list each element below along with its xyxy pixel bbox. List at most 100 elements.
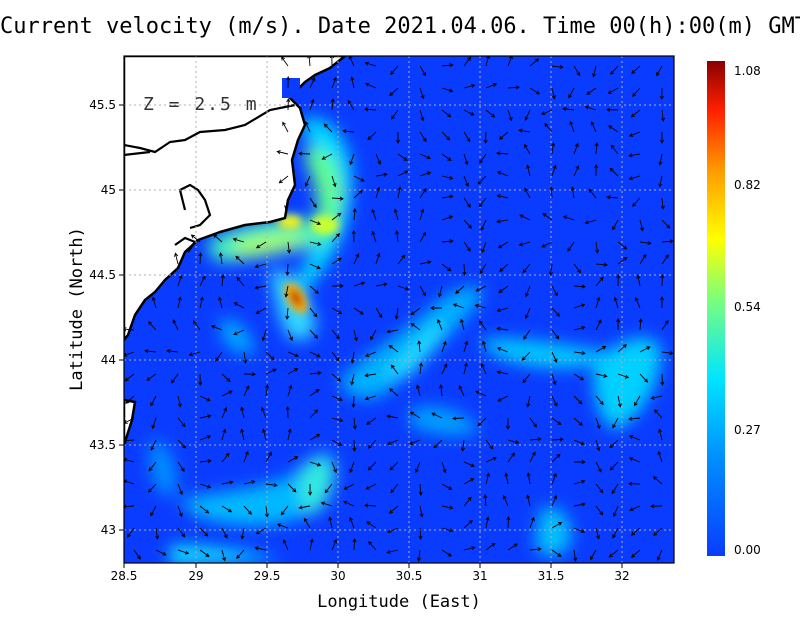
- velocity-arrow: [529, 451, 536, 463]
- velocity-arrow: [419, 260, 432, 265]
- velocity-arrow: [485, 516, 490, 529]
- velocity-arrow: [284, 285, 289, 298]
- velocity-arrow: [639, 373, 649, 383]
- velocity-arrow: [221, 480, 234, 485]
- velocity-arrow: [177, 395, 182, 408]
- velocity-arrow: [255, 307, 267, 314]
- velocity-arrow: [612, 527, 619, 539]
- velocity-arrow: [397, 285, 410, 291]
- velocity-arrow: [166, 348, 179, 354]
- velocity-arrow: [418, 483, 423, 496]
- velocity-arrow: [397, 170, 409, 177]
- velocity-arrow: [617, 395, 622, 408]
- velocity-arrow: [221, 505, 233, 513]
- velocity-arrow: [608, 549, 619, 558]
- velocity-arrow: [441, 131, 451, 141]
- velocity-arrow: [243, 450, 249, 463]
- velocity-arrow: [661, 350, 674, 356]
- velocity-arrow: [254, 546, 267, 551]
- velocity-arrow: [573, 502, 586, 507]
- velocity-arrow: [199, 458, 212, 464]
- velocity-arrow: [463, 175, 469, 188]
- velocity-arrow: [388, 344, 399, 353]
- velocity-arrow: [221, 390, 233, 397]
- velocity-arrow: [525, 285, 531, 298]
- velocity-arrow: [221, 373, 231, 383]
- velocity-arrow: [551, 417, 562, 426]
- velocity-arrow: [391, 109, 399, 120]
- velocity-arrow: [349, 516, 355, 529]
- velocity-arrow: [526, 395, 531, 408]
- velocity-arrow: [526, 472, 531, 485]
- velocity-arrow: [631, 65, 641, 75]
- velocity-arrow: [551, 522, 563, 529]
- velocity-arrow: [518, 241, 531, 247]
- velocity-arrow: [441, 175, 454, 180]
- colorbar-gradient: [707, 61, 725, 556]
- velocity-arrow: [147, 321, 157, 331]
- velocity-arrow: [419, 208, 425, 221]
- y-tick-label: 44.5: [89, 268, 116, 282]
- velocity-arrow: [309, 538, 314, 551]
- velocity-arrow: [397, 186, 402, 199]
- velocity-arrow: [261, 406, 267, 419]
- x-tick-label: 30.5: [396, 569, 423, 583]
- velocity-arrow: [309, 351, 321, 358]
- velocity-arrow: [569, 120, 575, 133]
- velocity-arrow: [331, 76, 337, 89]
- velocity-arrow: [144, 349, 157, 354]
- velocity-arrow: [124, 438, 135, 443]
- velocity-arrow: [573, 326, 586, 331]
- velocity-arrow: [133, 549, 141, 560]
- velocity-arrow: [309, 285, 319, 294]
- velocity-arrow: [441, 263, 452, 272]
- velocity-arrow: [551, 395, 558, 407]
- velocity-arrow: [541, 109, 553, 116]
- velocity-arrow: [240, 406, 245, 419]
- velocity-arrow: [430, 305, 442, 311]
- velocity-arrow: [441, 194, 454, 199]
- velocity-arrow: [375, 282, 388, 287]
- velocity-arrow: [529, 437, 542, 442]
- velocity-arrow: [612, 505, 619, 518]
- velocity-arrow: [658, 175, 663, 188]
- velocity-arrow: [573, 263, 582, 274]
- velocity-arrow: [568, 87, 575, 99]
- velocity-arrow: [522, 263, 531, 274]
- velocity-arrow: [390, 483, 399, 494]
- velocity-arrow: [285, 406, 290, 419]
- velocity-arrow: [124, 479, 135, 485]
- velocity-arrow: [573, 417, 583, 426]
- velocity-arrow: [523, 143, 531, 155]
- velocity-arrow: [198, 252, 203, 265]
- velocity-arrow: [523, 329, 531, 340]
- velocity-arrow: [478, 197, 487, 208]
- velocity-arrow: [124, 504, 135, 509]
- velocity-arrow: [309, 241, 322, 246]
- velocity-arrow: [150, 395, 157, 407]
- velocity-arrow: [496, 370, 509, 375]
- velocity-arrow: [261, 329, 267, 342]
- velocity-arrow: [309, 263, 321, 270]
- velocity-arrow: [243, 385, 250, 397]
- velocity-arrow: [636, 274, 641, 287]
- velocity-arrow: [441, 527, 454, 533]
- velocity-arrow: [573, 350, 586, 356]
- velocity-arrow: [254, 263, 267, 269]
- velocity-arrow: [441, 549, 452, 557]
- velocity-arrow: [347, 99, 355, 111]
- x-tick-label: 29.5: [254, 569, 281, 583]
- velocity-arrow: [656, 549, 663, 561]
- velocity-arrow: [524, 307, 531, 320]
- velocity-arrow: [506, 516, 511, 529]
- velocity-arrow: [177, 527, 186, 538]
- velocity-arrow: [574, 459, 586, 465]
- velocity-arrow: [551, 64, 564, 70]
- velocity-arrow: [365, 483, 377, 490]
- velocity-arrow: [573, 439, 585, 446]
- velocity-arrow: [542, 213, 553, 221]
- velocity-arrow: [639, 240, 652, 246]
- velocity-arrow: [634, 297, 641, 309]
- velocity-arrow: [282, 539, 289, 551]
- velocity-arrow: [606, 107, 619, 112]
